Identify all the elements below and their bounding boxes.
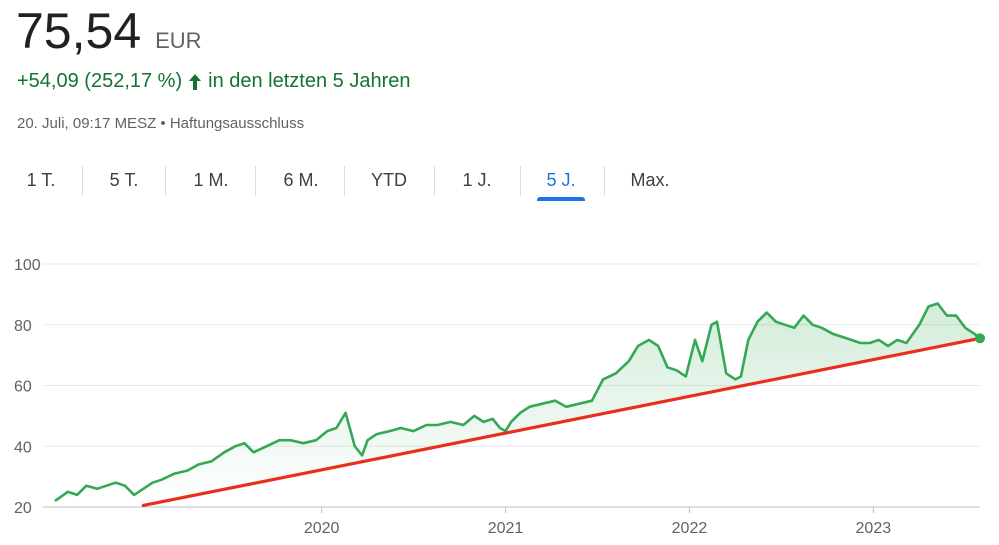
- tab-divider: [344, 166, 345, 196]
- x-tick-label: 2022: [672, 520, 708, 537]
- y-axis: 20 40 60 80 100: [14, 257, 41, 517]
- tab-divider: [255, 166, 256, 196]
- price-change: +54,09 (252,17 %): [17, 70, 183, 92]
- y-tick-label: 40: [14, 439, 32, 456]
- y-tick-label: 20: [14, 500, 32, 517]
- price-change-row: +54,09 (252,17 %) in den letzten 5 Jahre…: [17, 70, 411, 93]
- chart-grid: [43, 263, 980, 508]
- tab-divider: [434, 166, 435, 196]
- tab-ytd[interactable]: YTD: [371, 170, 407, 190]
- disclaimer-link[interactable]: Haftungsausschluss: [169, 115, 305, 132]
- current-price: 75,54: [16, 3, 142, 59]
- price-series-line: [54, 302, 981, 502]
- y-tick-label: 100: [14, 257, 41, 274]
- tab-6-months[interactable]: 6 M.: [283, 170, 319, 190]
- tab-max[interactable]: Max.: [630, 170, 670, 190]
- active-tab-indicator: [537, 197, 585, 201]
- change-period: in den letzten 5 Jahren: [208, 70, 411, 92]
- quote-timestamp: 20. Juli, 09:17 MESZ: [17, 115, 157, 132]
- range-tabs: 1 T. 5 T. 1 M. 6 M. YTD 1 J. 5 J. Max.: [0, 160, 700, 204]
- x-axis: 2020 2021 2022 2023: [304, 507, 891, 537]
- y-tick-label: 80: [14, 318, 32, 335]
- price-header: 75,54 EUR: [16, 2, 202, 60]
- trend-line: [141, 336, 982, 508]
- last-price-marker: [975, 333, 985, 344]
- price-chart[interactable]: 20 40 60 80 100 2020 2021 2022 2023: [0, 230, 999, 545]
- quote-meta: 20. Juli, 09:17 MESZ • Haftungsausschlus…: [17, 115, 304, 132]
- tab-5-years[interactable]: 5 J.: [546, 170, 576, 190]
- tab-5-days[interactable]: 5 T.: [109, 170, 139, 190]
- x-tick-label: 2020: [304, 520, 340, 537]
- x-tick-label: 2021: [488, 520, 524, 537]
- tab-divider: [604, 166, 605, 196]
- meta-separator: •: [160, 115, 166, 132]
- tab-divider: [520, 166, 521, 196]
- currency-label: EUR: [155, 28, 202, 53]
- y-tick-label: 60: [14, 379, 32, 396]
- x-tick-label: 2023: [856, 520, 892, 537]
- tab-1-month[interactable]: 1 M.: [193, 170, 229, 190]
- tab-1-day[interactable]: 1 T.: [26, 170, 56, 190]
- arrow-up-icon: [189, 73, 202, 90]
- tab-divider: [165, 166, 166, 196]
- tab-divider: [82, 166, 83, 196]
- tab-1-year[interactable]: 1 J.: [462, 170, 492, 190]
